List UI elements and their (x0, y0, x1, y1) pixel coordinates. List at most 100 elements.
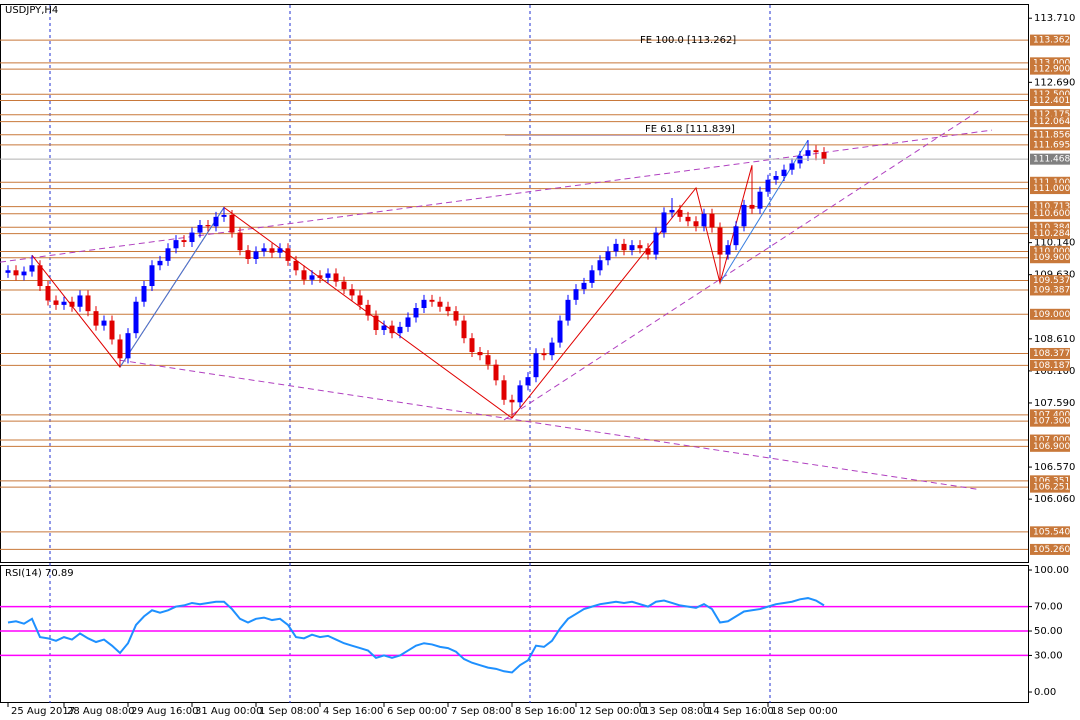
candle-body (333, 273, 339, 282)
candle-body (381, 325, 387, 331)
candle-body (213, 216, 219, 227)
candle-body (797, 155, 803, 164)
x-tick-label: 31 Aug 00:00 (195, 706, 262, 717)
trendline (119, 359, 981, 491)
candle-body (669, 209, 675, 213)
current-price-label: 111.468 (1033, 155, 1070, 165)
level-label-box (1030, 183, 1070, 195)
y-tick-label: 100.00 (1034, 565, 1069, 576)
candle-body (677, 209, 683, 217)
y-tick-label: 108.100 (1034, 366, 1075, 377)
x-tick-label: 29 Aug 16:00 (131, 706, 198, 717)
candle-body (189, 232, 195, 243)
candle-body (501, 380, 507, 400)
level-label-box (1030, 409, 1070, 421)
level-label: 113.362 (1033, 36, 1070, 46)
x-tick-label: 28 Aug 08:00 (67, 706, 134, 717)
candle-body (437, 301, 443, 307)
candle-body (717, 227, 723, 255)
candle-body (597, 260, 603, 271)
y-tick-label: 113.710 (1034, 13, 1075, 24)
level-label-box (1030, 308, 1070, 320)
candle-body (469, 338, 475, 353)
level-label-box (1030, 252, 1070, 264)
level-label-box (1030, 526, 1070, 538)
level-label: 112.900 (1033, 65, 1070, 75)
candle-body (229, 214, 235, 233)
level-label-box (1030, 359, 1070, 371)
candle-body (405, 317, 411, 327)
y-tick-label: 106.060 (1034, 494, 1075, 505)
candle-body (693, 221, 699, 227)
level-label: 112.175 (1033, 110, 1070, 120)
level-label: 112.500 (1033, 90, 1070, 100)
level-label: 112.064 (1033, 117, 1070, 127)
candle-body (421, 299, 427, 309)
level-label-box (1030, 109, 1070, 121)
x-tick-label: 25 Aug 2017 (11, 706, 75, 717)
chart-title: USDJPY,H4 (5, 5, 58, 16)
x-tick-label: 4 Sep 16:00 (323, 706, 383, 717)
y-tick-label: 30.00 (1034, 650, 1063, 661)
trendline (119, 207, 225, 368)
candle-body (245, 250, 251, 259)
x-tick-label: 8 Sep 16:00 (515, 706, 575, 717)
level-label: 111.856 (1033, 130, 1070, 140)
candle-body (373, 315, 379, 331)
candle-body (461, 320, 467, 339)
level-label: 106.351 (1033, 476, 1070, 486)
candle-body (261, 248, 267, 252)
level-label-box (1030, 201, 1070, 213)
x-tick-label: 12 Sep 00:00 (579, 706, 646, 717)
fe-annotation: FE 61.8 [111.839] (645, 124, 735, 135)
candle-body (477, 352, 483, 356)
level-label-box (1030, 88, 1070, 100)
candle-body (29, 265, 35, 272)
level-label: 110.713 (1033, 202, 1070, 212)
candle-body (557, 320, 563, 343)
candle-body (253, 251, 259, 259)
candle-body (165, 248, 171, 261)
candle-body (117, 339, 123, 359)
candle-body (413, 308, 419, 318)
level-label-box (1030, 347, 1070, 359)
candle-body (533, 353, 539, 378)
level-label-box (1030, 129, 1070, 141)
level-label: 111.695 (1033, 140, 1070, 150)
candle-body (269, 248, 275, 253)
level-label: 107.300 (1033, 417, 1070, 427)
level-label: 111.000 (1033, 184, 1070, 194)
level-label-box (1030, 475, 1070, 487)
candle-body (565, 299, 571, 321)
x-tick-label: 14 Sep 16:00 (707, 706, 774, 717)
level-label-box (1030, 434, 1070, 446)
candle-body (701, 213, 707, 227)
level-label-box (1030, 440, 1070, 452)
level-label-box (1030, 139, 1070, 151)
candle-body (453, 311, 459, 321)
x-tick-label: 6 Sep 00:00 (387, 706, 447, 717)
candle-body (389, 325, 395, 334)
y-tick-label: 106.570 (1034, 462, 1075, 473)
y-tick-label: 70.00 (1034, 602, 1063, 613)
candle-body (813, 150, 819, 153)
y-tick-label: 110.140 (1034, 238, 1075, 249)
level-label: 110.284 (1033, 229, 1070, 239)
level-label-box (1030, 228, 1070, 240)
candle-body (525, 377, 531, 386)
rsi-title: RSI(14) 70.89 (5, 568, 74, 579)
candle-body (725, 245, 731, 255)
level-label: 109.900 (1033, 253, 1070, 263)
candle-body (197, 225, 203, 233)
candle-body (685, 216, 691, 222)
level-label-box (1030, 284, 1070, 296)
level-label: 109.387 (1033, 285, 1070, 295)
candle-body (69, 301, 75, 307)
candle-body (541, 353, 547, 356)
level-label-box (1030, 481, 1070, 493)
level-label-box (1030, 221, 1070, 233)
candle-body (325, 273, 331, 278)
level-label-box (1030, 116, 1070, 128)
